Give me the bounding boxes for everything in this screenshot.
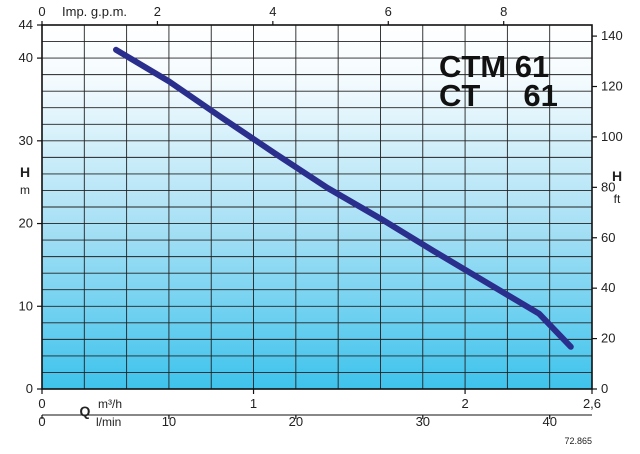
bottom-m3h-tick-label: 1 bbox=[250, 396, 257, 411]
performance-curve bbox=[113, 46, 574, 350]
left-tick-label: 10 bbox=[19, 298, 33, 313]
bottom-lmin-tick-label: 40 bbox=[542, 414, 556, 429]
bottom-lmin-unit: l/min bbox=[96, 415, 121, 429]
top-tick-label: 8 bbox=[500, 4, 507, 19]
right-axis-label: H bbox=[612, 168, 622, 184]
bottom-axis-label: Q bbox=[80, 403, 91, 419]
top-tick-label: 0 bbox=[38, 4, 45, 19]
right-tick-label: 100 bbox=[601, 129, 623, 144]
left-axis-unit: m bbox=[20, 183, 30, 197]
bottom-lmin-tick-label: 30 bbox=[416, 414, 430, 429]
drawing-code: 72.865 bbox=[564, 436, 592, 446]
left-tick-label: 44 bbox=[19, 17, 33, 32]
left-tick-label: 30 bbox=[19, 133, 33, 148]
bottom-lmin-tick-label: 20 bbox=[289, 414, 303, 429]
left-axis-label: H bbox=[20, 164, 30, 180]
bottom-m3h-tick-label: 2 bbox=[461, 396, 468, 411]
grid-lines bbox=[42, 25, 592, 389]
right-tick-label: 120 bbox=[601, 79, 623, 94]
right-tick-label: 0 bbox=[601, 381, 608, 396]
left-tick-label: 40 bbox=[19, 50, 33, 65]
right-tick-label: 140 bbox=[601, 28, 623, 43]
model-title-line-1: CTM 61 bbox=[439, 49, 549, 84]
bottom-lmin-tick-label: 10 bbox=[162, 414, 176, 429]
right-tick-label: 20 bbox=[601, 331, 615, 346]
bottom-m3h-unit: m³/h bbox=[98, 397, 122, 411]
left-tick-label: 0 bbox=[26, 381, 33, 396]
model-title-line-2: CT 61 bbox=[439, 78, 558, 113]
right-tick-label: 60 bbox=[601, 230, 615, 245]
left-tick-label: 20 bbox=[19, 216, 33, 231]
top-tick-label: 4 bbox=[269, 4, 276, 19]
bottom-lmin-tick-label: 0 bbox=[38, 414, 45, 429]
top-tick-label: 2 bbox=[154, 4, 161, 19]
plot-frame bbox=[41, 24, 593, 390]
right-tick-label: 80 bbox=[601, 179, 615, 194]
right-axis-unit: ft bbox=[614, 192, 621, 206]
top-tick-label: 6 bbox=[385, 4, 392, 19]
bottom-m3h-tick-label: 0 bbox=[38, 396, 45, 411]
top-axis-label: Imp. g.p.m. bbox=[62, 4, 127, 19]
bottom-m3h-tick-label: 2,6 bbox=[583, 396, 601, 411]
right-tick-label: 40 bbox=[601, 280, 615, 295]
